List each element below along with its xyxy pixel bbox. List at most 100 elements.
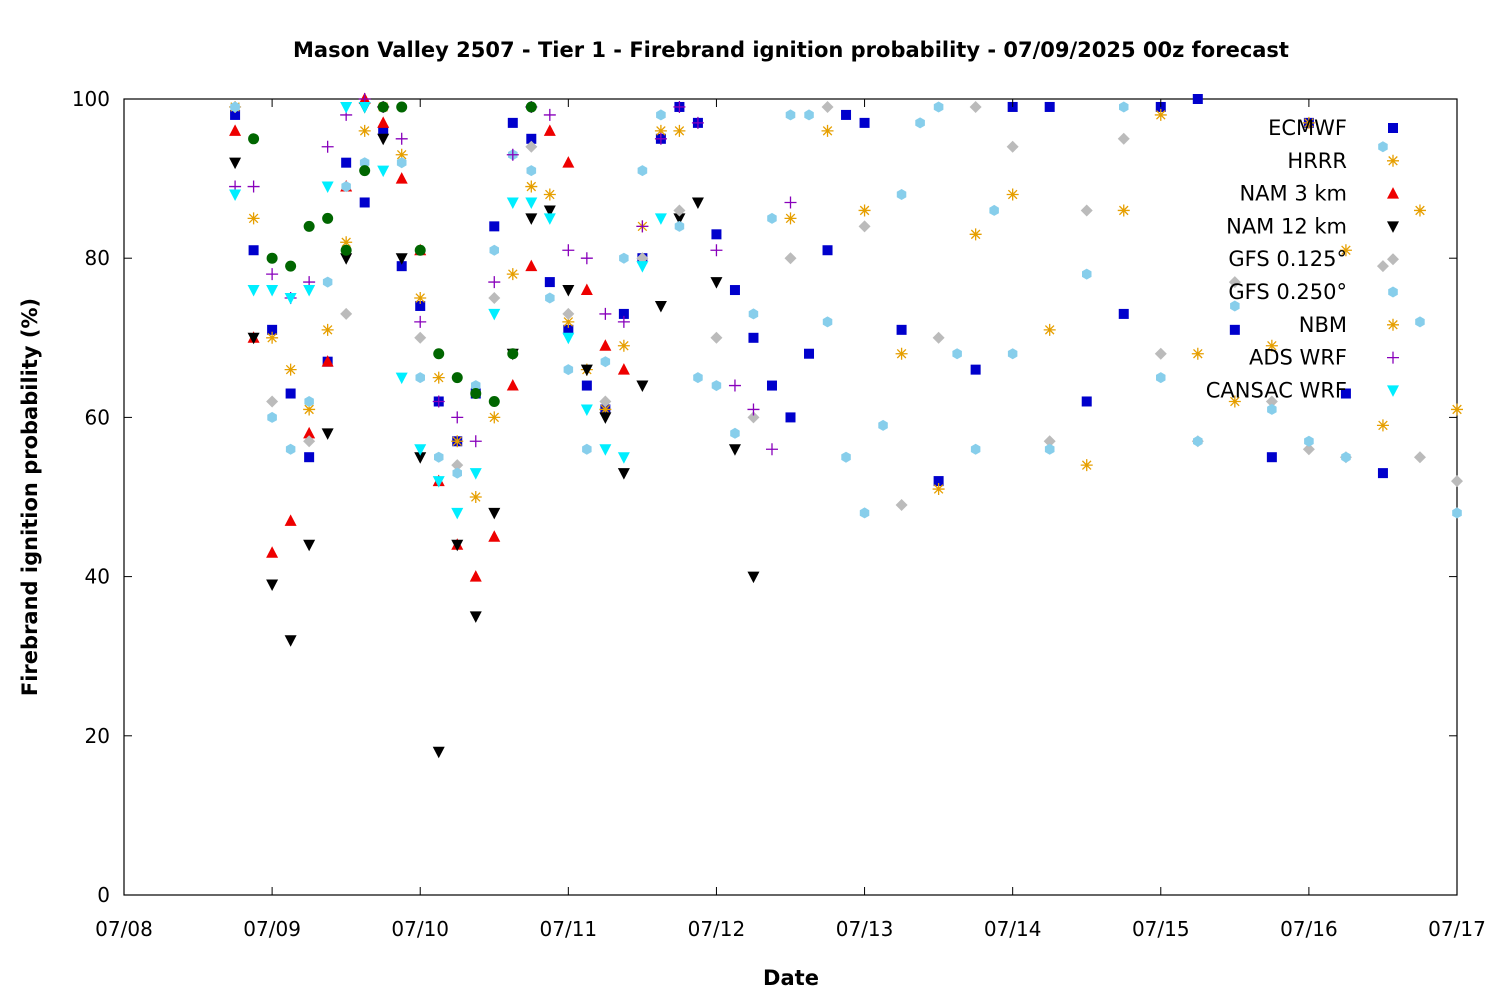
data-point bbox=[469, 468, 482, 480]
data-point bbox=[1265, 339, 1278, 352]
data-point bbox=[562, 307, 575, 320]
data-point bbox=[414, 331, 427, 344]
data-point bbox=[266, 268, 279, 281]
data-point bbox=[1267, 403, 1277, 415]
data-point bbox=[471, 380, 481, 392]
data-point bbox=[377, 133, 390, 146]
data-point bbox=[748, 332, 759, 343]
data-point bbox=[359, 157, 370, 169]
data-point bbox=[284, 514, 297, 526]
legend-label: GFS 0.125° bbox=[1228, 247, 1347, 271]
data-point bbox=[1006, 188, 1019, 201]
data-point bbox=[488, 308, 501, 321]
data-point bbox=[395, 172, 408, 184]
series-nam-12-km bbox=[229, 101, 760, 759]
y-axis-label: Firebrand ignition probability (%) bbox=[18, 298, 42, 696]
data-point bbox=[599, 395, 612, 408]
x-tick-label: 07/15 bbox=[1132, 917, 1190, 941]
data-point bbox=[469, 611, 482, 623]
data-point bbox=[580, 404, 593, 416]
data-point bbox=[525, 180, 538, 193]
data-point bbox=[1451, 403, 1463, 416]
data-point bbox=[396, 101, 408, 113]
data-point bbox=[321, 323, 334, 336]
data-point bbox=[895, 347, 908, 360]
data-point bbox=[989, 204, 999, 216]
data-point bbox=[562, 315, 575, 328]
data-point bbox=[266, 331, 279, 344]
data-point bbox=[841, 109, 852, 120]
data-marks bbox=[229, 92, 1463, 759]
data-point bbox=[506, 148, 519, 161]
data-point bbox=[747, 571, 760, 584]
x-tick-label: 07/11 bbox=[540, 917, 598, 941]
data-point bbox=[599, 412, 612, 424]
data-point bbox=[543, 108, 556, 121]
legend-marker bbox=[1387, 318, 1399, 331]
data-point bbox=[599, 403, 612, 416]
data-point bbox=[673, 213, 686, 225]
data-point bbox=[1081, 396, 1092, 407]
data-point bbox=[618, 308, 629, 319]
data-point bbox=[617, 468, 630, 480]
data-point bbox=[1156, 372, 1166, 384]
data-point bbox=[933, 101, 944, 113]
data-point bbox=[784, 252, 797, 265]
data-point bbox=[729, 285, 740, 296]
data-point bbox=[469, 570, 482, 582]
data-point bbox=[451, 372, 463, 384]
data-point bbox=[582, 443, 592, 455]
data-point bbox=[434, 451, 444, 463]
data-point bbox=[747, 411, 760, 424]
data-point bbox=[1044, 101, 1055, 112]
data-point bbox=[321, 428, 334, 440]
data-point bbox=[636, 261, 649, 273]
data-point bbox=[247, 180, 260, 193]
data-point bbox=[932, 331, 945, 344]
data-point bbox=[488, 530, 501, 542]
data-point bbox=[543, 124, 556, 136]
y-tick-label: 40 bbox=[85, 565, 110, 589]
data-point bbox=[543, 188, 556, 201]
data-point bbox=[285, 388, 296, 399]
data-point bbox=[691, 116, 704, 129]
data-point bbox=[377, 101, 389, 113]
series-gfs-0-250- bbox=[230, 101, 1462, 519]
data-point bbox=[340, 101, 353, 114]
data-point bbox=[284, 363, 297, 376]
data-point bbox=[1082, 268, 1092, 280]
y-tick-label: 60 bbox=[85, 405, 110, 429]
data-point bbox=[580, 364, 593, 377]
legend-marker bbox=[1387, 154, 1399, 167]
data-point bbox=[617, 452, 630, 464]
data-point bbox=[359, 165, 371, 177]
data-point bbox=[785, 412, 796, 423]
legend-label: ECMWF bbox=[1268, 116, 1347, 140]
data-point bbox=[432, 476, 445, 488]
data-point bbox=[766, 380, 777, 391]
data-point bbox=[1376, 260, 1389, 273]
data-point bbox=[1080, 204, 1093, 217]
data-point bbox=[451, 435, 464, 448]
data-point bbox=[1192, 94, 1203, 104]
data-point bbox=[488, 292, 501, 304]
series-hrrr bbox=[229, 100, 686, 503]
data-point bbox=[433, 348, 445, 360]
data-point bbox=[896, 189, 907, 200]
data-point bbox=[562, 285, 575, 297]
data-point bbox=[303, 435, 316, 448]
data-point bbox=[1228, 395, 1241, 408]
plot-frame bbox=[123, 98, 1458, 896]
data-point bbox=[1341, 451, 1351, 463]
data-point bbox=[748, 308, 759, 320]
data-point bbox=[1191, 347, 1204, 360]
legend-label: HRRR bbox=[1287, 149, 1347, 173]
data-point bbox=[525, 197, 538, 209]
data-point bbox=[452, 467, 462, 479]
x-tick-label: 07/08 bbox=[95, 917, 153, 941]
data-point bbox=[784, 196, 797, 209]
legend-marker bbox=[1387, 187, 1399, 199]
data-point bbox=[656, 109, 666, 121]
data-point bbox=[1080, 459, 1093, 472]
